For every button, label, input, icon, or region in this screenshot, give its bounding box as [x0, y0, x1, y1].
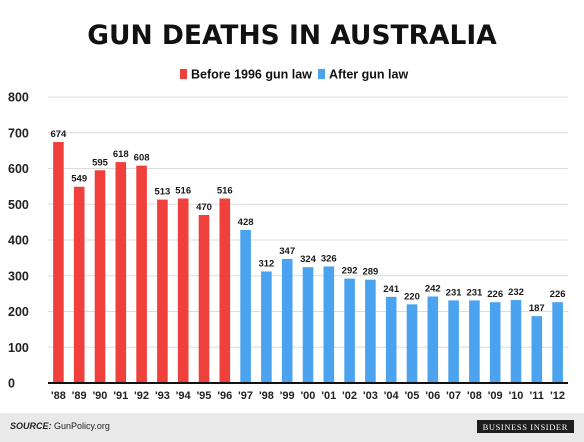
bar — [115, 162, 127, 383]
legend-swatch — [318, 69, 325, 79]
data-label: 516 — [217, 186, 233, 197]
y-tick-label: 0 — [8, 377, 15, 391]
data-label: 242 — [425, 283, 441, 294]
data-label: 470 — [196, 202, 212, 213]
data-label: 608 — [134, 153, 150, 164]
x-tick-label: '03 — [363, 390, 378, 402]
data-label: 226 — [550, 289, 566, 300]
x-tick-label: '01 — [321, 390, 336, 402]
bar-chart: 674 549 595 618 608 513 516 470 516 428 312 347 324 3… — [8, 20, 568, 402]
data-label: 326 — [321, 253, 337, 264]
footer-bar: SOURCE: GunPolicy.org BUSINESS INSIDER — [0, 413, 584, 442]
bar — [406, 304, 418, 383]
x-tick-label: '94 — [176, 390, 192, 402]
x-tick-label: '89 — [72, 390, 87, 402]
data-label: 549 — [71, 174, 87, 185]
data-label: 312 — [258, 258, 274, 269]
bar — [344, 278, 355, 383]
bar — [53, 142, 64, 383]
data-label: 516 — [175, 186, 191, 197]
source-text: GunPolicy.org — [51, 421, 110, 431]
data-label: 187 — [529, 303, 545, 314]
bar — [198, 214, 210, 383]
bar — [73, 186, 85, 383]
data-label: 347 — [279, 246, 295, 257]
x-tick-label: '05 — [405, 390, 420, 402]
x-tick-label: '99 — [280, 390, 295, 402]
bar — [302, 267, 314, 383]
x-tick-label: '04 — [384, 390, 400, 402]
bar — [448, 300, 459, 383]
bar — [552, 302, 563, 383]
x-tick-label: '93 — [155, 390, 170, 402]
x-tick-label: '07 — [446, 390, 461, 402]
x-tick-label: '10 — [509, 390, 524, 402]
x-tick-label: '95 — [197, 390, 212, 402]
bar — [427, 296, 439, 383]
data-label: 232 — [508, 287, 524, 298]
bar — [323, 266, 335, 383]
source-note: SOURCE: GunPolicy.org — [10, 421, 110, 431]
y-tick-label: 700 — [8, 126, 29, 140]
chart-title: GUN DEATHS IN AUSTRALIA — [87, 20, 497, 51]
y-tick-label: 300 — [8, 269, 29, 283]
bar — [489, 302, 501, 383]
x-tick-label: '12 — [550, 390, 565, 402]
x-tick-label: '92 — [134, 390, 149, 402]
bar — [94, 170, 106, 383]
bar — [469, 300, 480, 383]
y-tick-label: 200 — [8, 305, 29, 319]
data-label: 289 — [362, 267, 378, 278]
x-tick-label: '96 — [217, 390, 232, 402]
bar — [261, 271, 272, 383]
x-tick-label: '97 — [238, 390, 253, 402]
x-tick-label: '98 — [259, 390, 274, 402]
data-label: 513 — [154, 187, 170, 198]
data-label: 231 — [446, 287, 463, 298]
y-tick-label: 500 — [8, 198, 29, 212]
x-tick-label: '08 — [467, 390, 482, 402]
data-label: 292 — [342, 266, 358, 277]
x-tick-label: '02 — [342, 390, 357, 402]
data-label: 241 — [383, 284, 400, 295]
bar — [365, 279, 376, 383]
data-label: 674 — [50, 129, 67, 140]
data-label: 618 — [113, 149, 129, 160]
bar — [281, 258, 293, 383]
legend-swatch — [180, 69, 187, 79]
x-tick-label: '00 — [301, 390, 316, 402]
x-tick-label: '90 — [93, 390, 108, 402]
x-tick-label: '91 — [113, 390, 128, 402]
publisher-logo: BUSINESS INSIDER — [476, 420, 574, 433]
bar — [219, 198, 231, 383]
y-tick-label: 100 — [8, 341, 29, 355]
data-label: 226 — [487, 289, 503, 300]
bar — [177, 198, 189, 383]
data-label: 231 — [466, 287, 483, 298]
x-tick-label: '06 — [425, 390, 440, 402]
bar — [136, 165, 147, 383]
bar — [240, 229, 251, 383]
x-tick-label: '88 — [51, 390, 66, 402]
data-label: 595 — [92, 157, 109, 168]
y-tick-label: 600 — [8, 162, 29, 176]
legend-label: After gun law — [329, 68, 408, 82]
y-tick-label: 800 — [8, 91, 29, 105]
y-tick-label: 400 — [8, 234, 29, 248]
x-tick-label: '09 — [488, 390, 503, 402]
data-label: 220 — [404, 291, 420, 302]
bar — [385, 296, 397, 383]
bar — [510, 300, 522, 383]
data-label: 324 — [300, 254, 317, 265]
bar — [531, 316, 543, 383]
source-label: SOURCE: — [10, 421, 52, 431]
data-label: 428 — [238, 217, 254, 228]
legend-label: Before 1996 gun law — [191, 68, 312, 82]
bar — [157, 199, 168, 383]
x-tick-label: '11 — [530, 390, 544, 402]
